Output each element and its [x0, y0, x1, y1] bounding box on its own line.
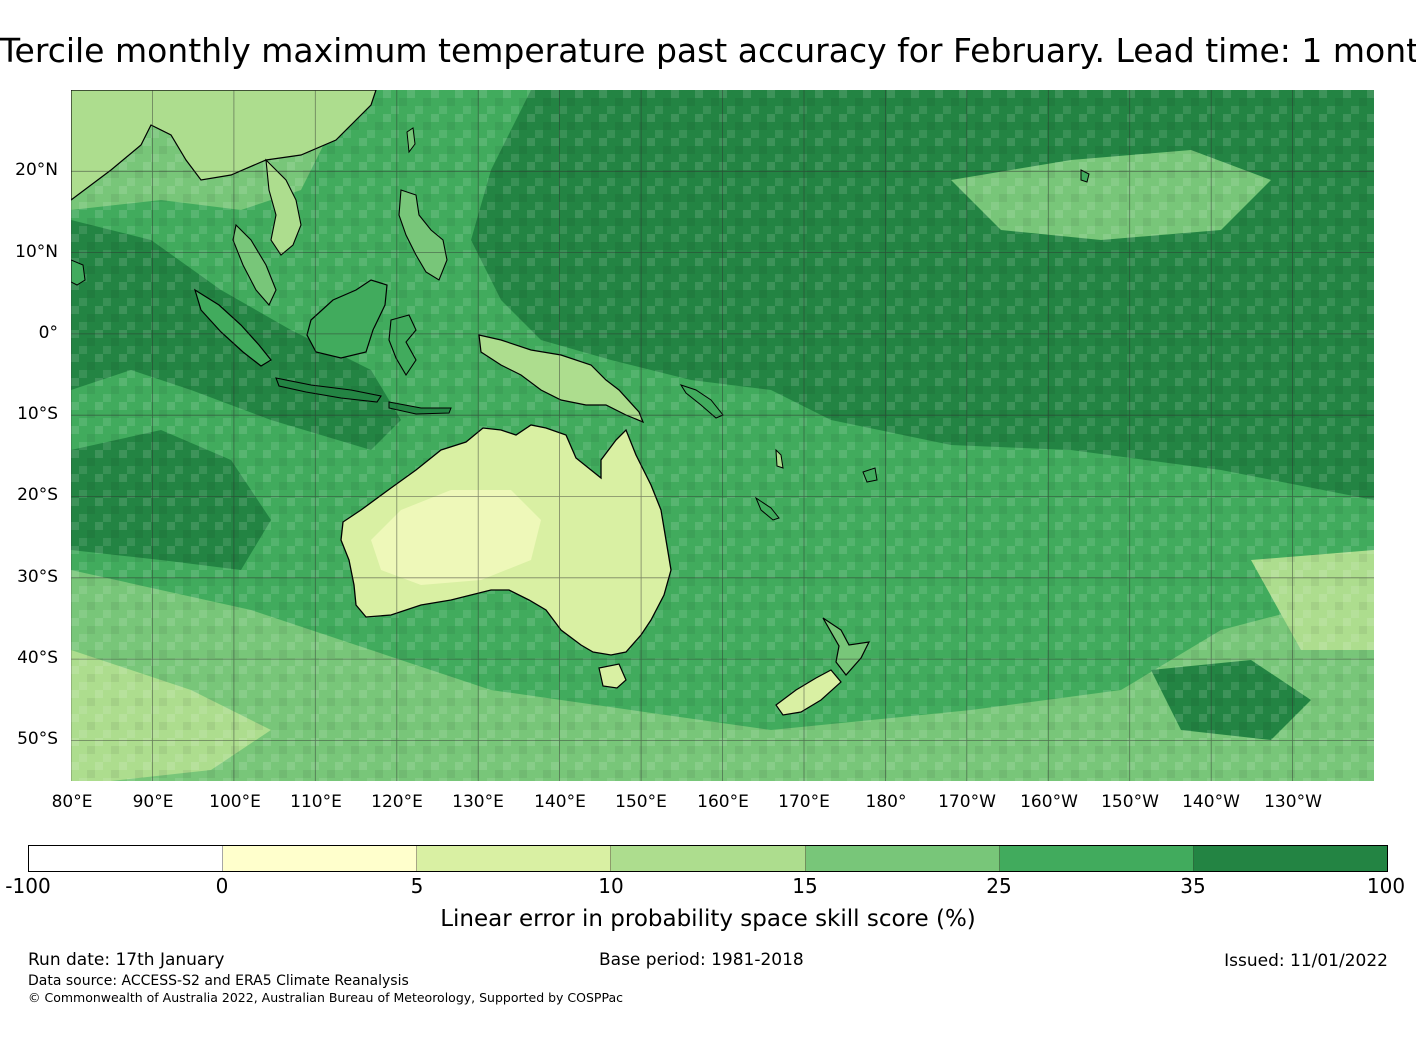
colorbar-tick-0: 0 — [215, 874, 229, 898]
lat-label-10n: 10°N — [15, 242, 58, 262]
colorbar-segment-25-35 — [999, 846, 1194, 871]
new-zealand-north — [822, 617, 871, 676]
colorbar-tick-10: 10 — [598, 874, 624, 898]
lon-label-160e: 160°E — [697, 792, 749, 812]
lon-label-170w: 170°W — [938, 792, 996, 812]
sumatra — [193, 288, 272, 367]
lon-label-150e: 150°E — [615, 792, 667, 812]
colorbar-label: Linear error in probability space skill … — [440, 906, 976, 932]
new-guinea — [478, 334, 645, 424]
new-zealand-south — [775, 669, 842, 716]
skill-score-map — [71, 90, 1374, 781]
lat-label-20n: 20°N — [15, 160, 58, 180]
lon-label-130w: 130°W — [1264, 792, 1322, 812]
australia-core — [371, 490, 541, 585]
sri-lanka — [71, 259, 86, 286]
colorbar — [28, 845, 1388, 872]
lon-label-110e: 110°E — [290, 792, 342, 812]
colorbar-tick-neg100: -100 — [5, 874, 51, 898]
lat-label-40s: 40°S — [17, 648, 58, 668]
colorbar-tick-100: 100 — [1366, 874, 1406, 898]
lat-label-20s: 20°S — [17, 485, 58, 505]
vanuatu — [775, 448, 784, 469]
lon-label-140e: 140°E — [534, 792, 586, 812]
tasmania — [598, 663, 627, 689]
lat-label-10s: 10°S — [17, 404, 58, 424]
colorbar-segment-15-25 — [805, 846, 1000, 871]
lesser-sunda — [388, 401, 452, 415]
new-caledonia — [754, 496, 780, 521]
lon-label-140w: 140°W — [1182, 792, 1240, 812]
sulawesi — [388, 314, 417, 377]
lon-label-80e: 80°E — [51, 792, 93, 812]
base-period: Base period: 1981-2018 — [599, 950, 804, 970]
taiwan — [406, 127, 416, 154]
lon-label-180: 180° — [865, 792, 907, 812]
southeast-asia-mainland — [71, 90, 377, 201]
data-source: Data source: ACCESS-S2 and ERA5 Climate … — [28, 973, 409, 989]
colorbar-tick-35: 35 — [1180, 874, 1206, 898]
borneo — [306, 279, 388, 359]
colorbar-tick-25: 25 — [986, 874, 1012, 898]
malay-peninsula — [232, 223, 277, 307]
vietnam-coast — [265, 158, 302, 256]
copyright: © Commonwealth of Australia 2022, Austra… — [28, 990, 623, 1005]
colorbar-segment-10-15 — [611, 846, 806, 871]
philippines — [398, 189, 448, 281]
colorbar-segment-neg100-0 — [29, 846, 224, 871]
lon-label-90e: 90°E — [132, 792, 174, 812]
lon-label-120e: 120°E — [371, 792, 423, 812]
map-title: Tercile monthly maximum temperature past… — [0, 31, 1416, 70]
fiji — [862, 467, 878, 483]
graticule — [71, 90, 1374, 781]
colorbar-segment-5-10 — [417, 846, 612, 871]
colorbar-tick-15: 15 — [792, 874, 818, 898]
lon-label-160w: 160°W — [1020, 792, 1078, 812]
colorbar-segment-35-100 — [1193, 846, 1387, 871]
issued-date: Issued: 11/01/2022 — [1224, 951, 1388, 971]
lon-label-130e: 130°E — [452, 792, 504, 812]
hawaii — [1080, 169, 1090, 183]
lon-label-150w: 150°W — [1101, 792, 1159, 812]
colorbar-segment-0-5 — [223, 846, 418, 871]
colorbar-tick-5: 5 — [410, 874, 424, 898]
run-date: Run date: 17th January — [28, 950, 225, 970]
lon-label-100e: 100°E — [209, 792, 261, 812]
java — [275, 377, 382, 403]
lat-label-50s: 50°S — [17, 729, 58, 749]
lat-label-30s: 30°S — [17, 567, 58, 587]
lat-label-0: 0° — [38, 323, 58, 343]
lon-label-170e: 170°E — [778, 792, 830, 812]
solomon-islands — [679, 384, 724, 419]
